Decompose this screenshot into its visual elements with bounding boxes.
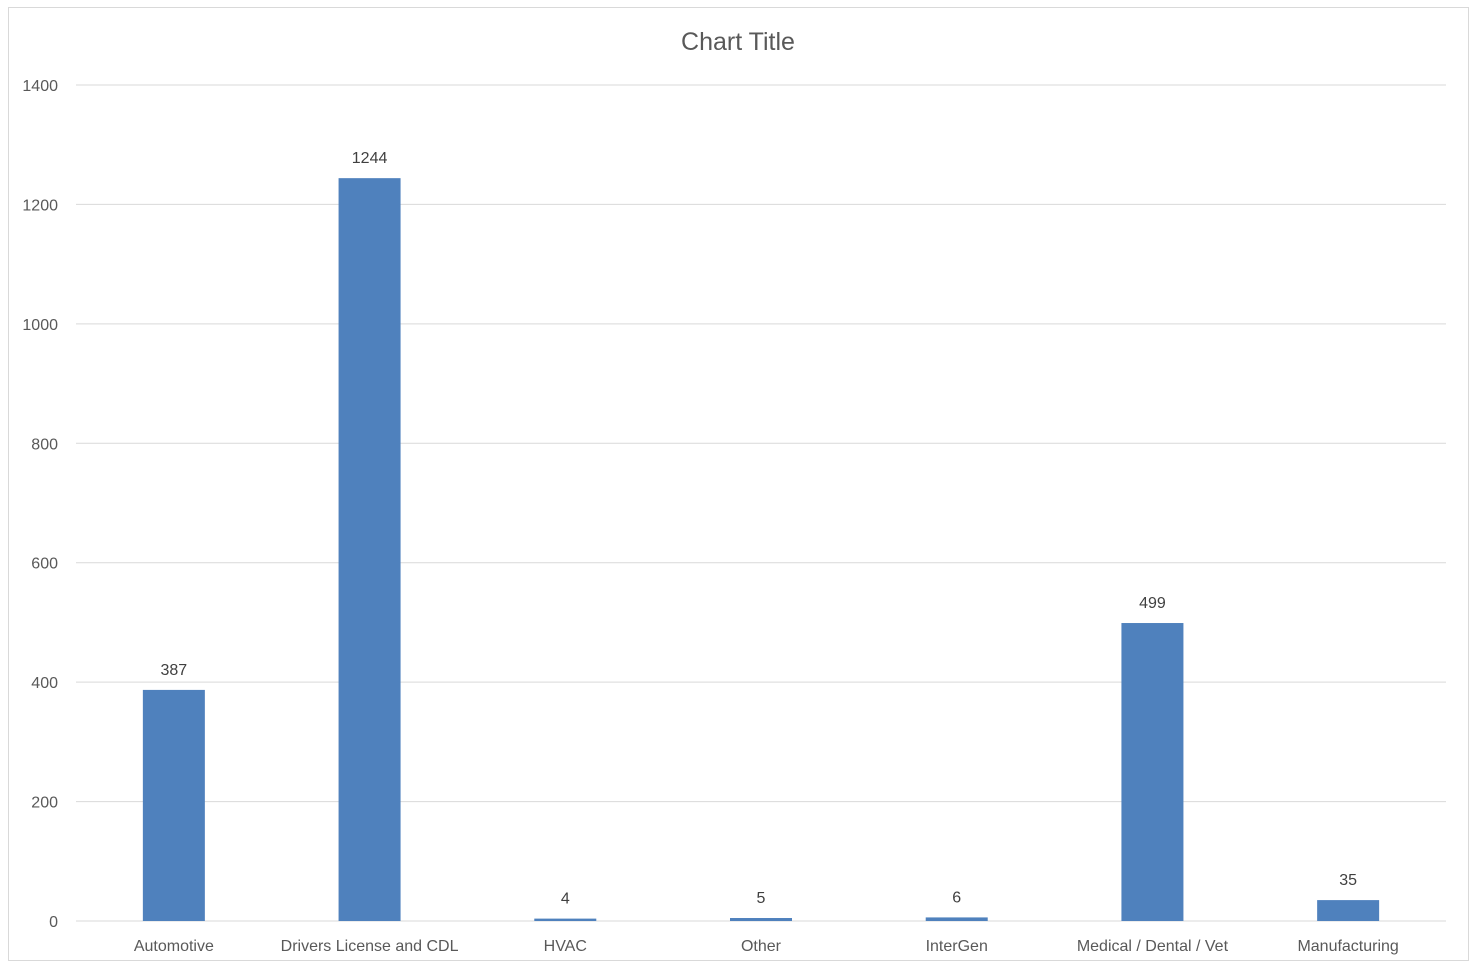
bar [925, 917, 988, 921]
y-axis-ticks: 0 200 400 600 800 1000 1200 1400 [22, 78, 58, 931]
y-tick-label: 400 [31, 675, 58, 692]
data-label: 1244 [352, 150, 388, 167]
data-labels: 387 1244 4 5 6 499 35 [161, 150, 1358, 907]
x-tick-label: Other [741, 938, 782, 955]
x-tick-label: InterGen [926, 938, 988, 955]
bar [1317, 900, 1380, 921]
data-label: 6 [952, 889, 961, 906]
x-tick-label: Manufacturing [1297, 938, 1398, 955]
y-tick-label: 1000 [22, 317, 58, 334]
x-tick-label: Drivers License and CDL [281, 938, 459, 955]
y-tick-label: 600 [31, 556, 58, 573]
y-tick-label: 800 [31, 436, 58, 453]
data-label: 499 [1139, 595, 1166, 612]
y-tick-label: 0 [49, 914, 58, 931]
y-tick-label: 200 [31, 795, 58, 812]
x-tick-label: HVAC [544, 938, 587, 955]
data-label: 5 [757, 890, 766, 907]
chart-title: Chart Title [681, 28, 795, 56]
x-axis-ticks: Automotive Drivers License and CDL HVAC Oth… [134, 938, 1399, 955]
data-label: 387 [161, 662, 188, 679]
bar [730, 918, 792, 921]
bars [142, 178, 1380, 921]
y-tick-label: 1200 [22, 197, 58, 214]
x-tick-label: Medical / Dental / Vet [1077, 938, 1229, 955]
bar [1121, 623, 1184, 921]
bar [534, 918, 597, 921]
bar [338, 178, 401, 921]
gridlines [76, 84, 1446, 922]
data-label: 4 [561, 891, 570, 908]
x-tick-label: Automotive [134, 938, 214, 955]
data-label: 35 [1339, 872, 1357, 889]
bar [142, 689, 205, 921]
y-tick-label: 1400 [22, 78, 58, 95]
